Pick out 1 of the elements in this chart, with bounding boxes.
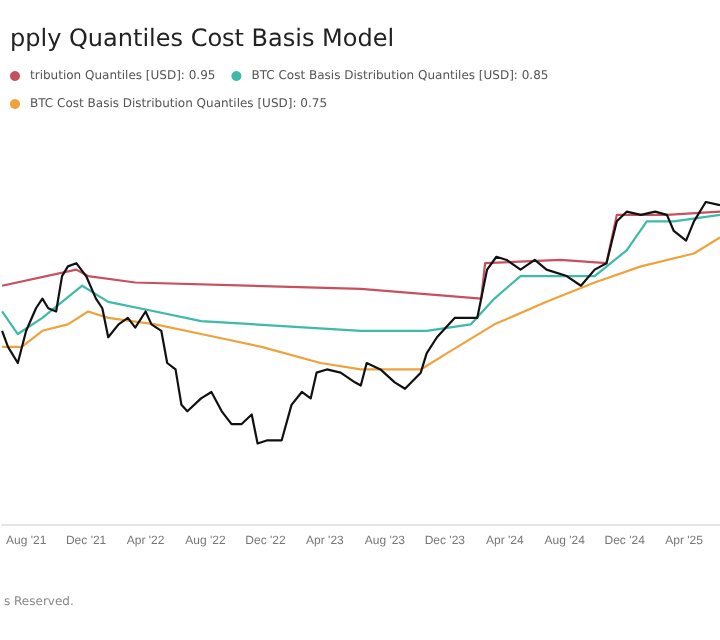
chart-title: pply Quantiles Cost Basis Model: [10, 24, 395, 52]
